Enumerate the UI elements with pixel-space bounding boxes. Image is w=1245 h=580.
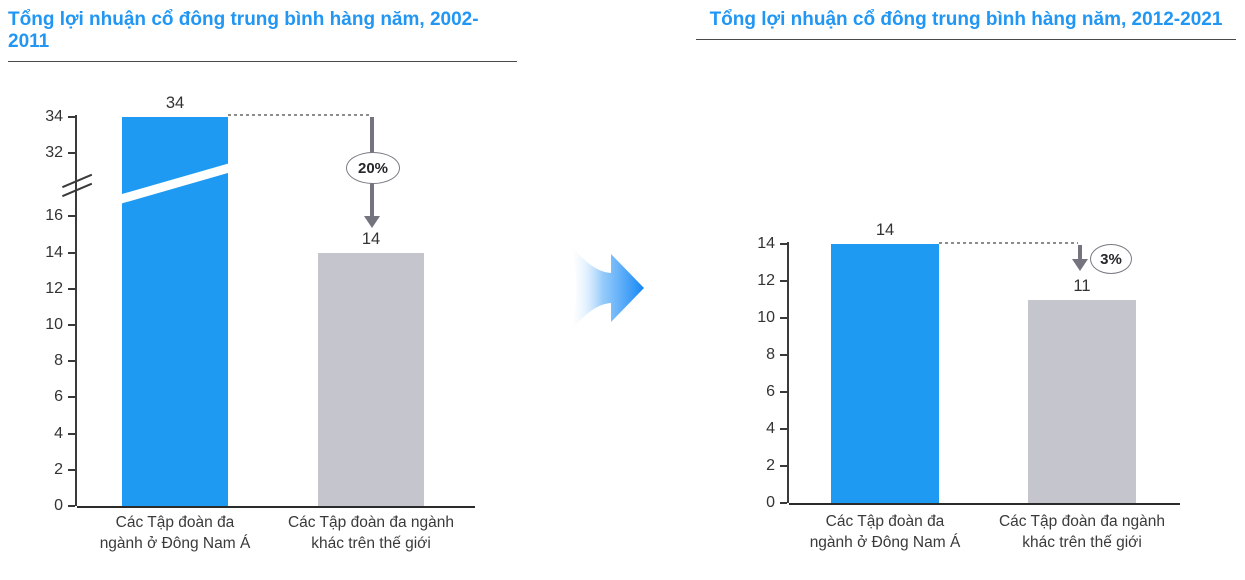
category-label-line: khác trên thế giới [1022,534,1142,551]
tick-mark [780,502,787,504]
tick-label: 2 [766,457,775,474]
category-label-line: ngành ở Đông Nam Á [99,535,251,552]
decline-arrow-head-icon [364,216,380,228]
bar-value-label-0-0: 34 [165,94,185,112]
tick-mark [68,215,75,218]
transition-arrow-icon [568,242,644,334]
tick-mark [780,428,787,430]
bar-1-1 [1028,300,1136,503]
tick-label: 8 [54,352,63,370]
chart-title-right: Tổng lợi nhuận cổ đông trung bình hàng n… [696,9,1236,40]
y-axis-line [787,242,789,503]
tick-label: 34 [45,107,63,125]
bar-0-1 [318,253,424,506]
bar-1-0 [831,244,939,503]
tick-mark [780,243,787,245]
dashed-connector-line [939,242,1078,244]
tick-label: 12 [45,279,63,297]
x-axis-line [789,503,1180,505]
tick-label: 12 [757,272,775,289]
decline-arrow-line [1078,245,1082,261]
x-axis-line [77,506,475,508]
category-label-line: Các Tập đoàn đa [115,514,235,531]
category-label-0-1: Các Tập đoàn đa ngành khác trên thế giới [251,512,491,554]
category-label-1-1: Các Tập đoàn đa ngành khác trên thế giới [962,511,1202,553]
change-badge: 20% [346,152,400,184]
tick-label: 2 [54,460,63,478]
tick-mark [780,391,787,393]
tick-mark [68,115,75,118]
change-badge: 3% [1090,244,1132,274]
category-label-line: Các Tập đoàn đa ngành [287,514,455,531]
tick-mark [68,432,75,435]
tick-mark [68,287,75,290]
tick-label: 10 [757,309,775,326]
bar-value-label-1-1: 11 [1073,277,1091,295]
tick-mark [780,465,787,467]
dashed-connector-line [228,114,371,116]
y-axis-line [75,114,77,506]
tick-label: 14 [45,243,63,261]
category-label-line: ngành ở Đông Nam Á [809,534,961,551]
tick-mark [68,396,75,399]
category-label-1-0: Các Tập đoàn đa ngành ở Đông Nam Á [765,511,1005,553]
tick-label: 6 [54,388,63,406]
tick-mark [68,505,75,507]
tick-label: 16 [45,207,63,225]
tick-label: 32 [45,144,63,161]
tick-label: 0 [54,497,63,514]
bar-value-label-1-0: 14 [875,221,895,239]
tick-label: 4 [54,424,63,442]
tick-mark [68,251,75,254]
tick-mark [68,152,75,154]
tick-label: 10 [45,316,63,333]
tick-label: 8 [766,346,775,363]
chart-title-left: Tổng lợi nhuận cổ đông trung bình hàng n… [8,9,517,62]
tick-mark [780,354,787,356]
category-label-line: Các Tập đoàn đa ngành [998,513,1166,530]
tick-label: 4 [766,420,775,437]
decline-arrow-head-icon [1072,259,1088,271]
category-label-line: khác trên thế giới [311,535,431,552]
tick-mark [68,468,75,471]
bar-value-label-0-1: 14 [361,230,381,248]
tick-label: 6 [766,383,775,400]
tick-label: 14 [757,235,775,252]
tick-label: 0 [766,494,775,511]
tick-mark [780,280,787,282]
tick-mark [780,317,787,319]
category-label-0-0: Các Tập đoàn đa ngành ở Đông Nam Á [55,512,295,554]
tick-mark [68,324,75,326]
category-label-line: Các Tập đoàn đa [825,513,945,530]
tick-mark [68,360,75,363]
